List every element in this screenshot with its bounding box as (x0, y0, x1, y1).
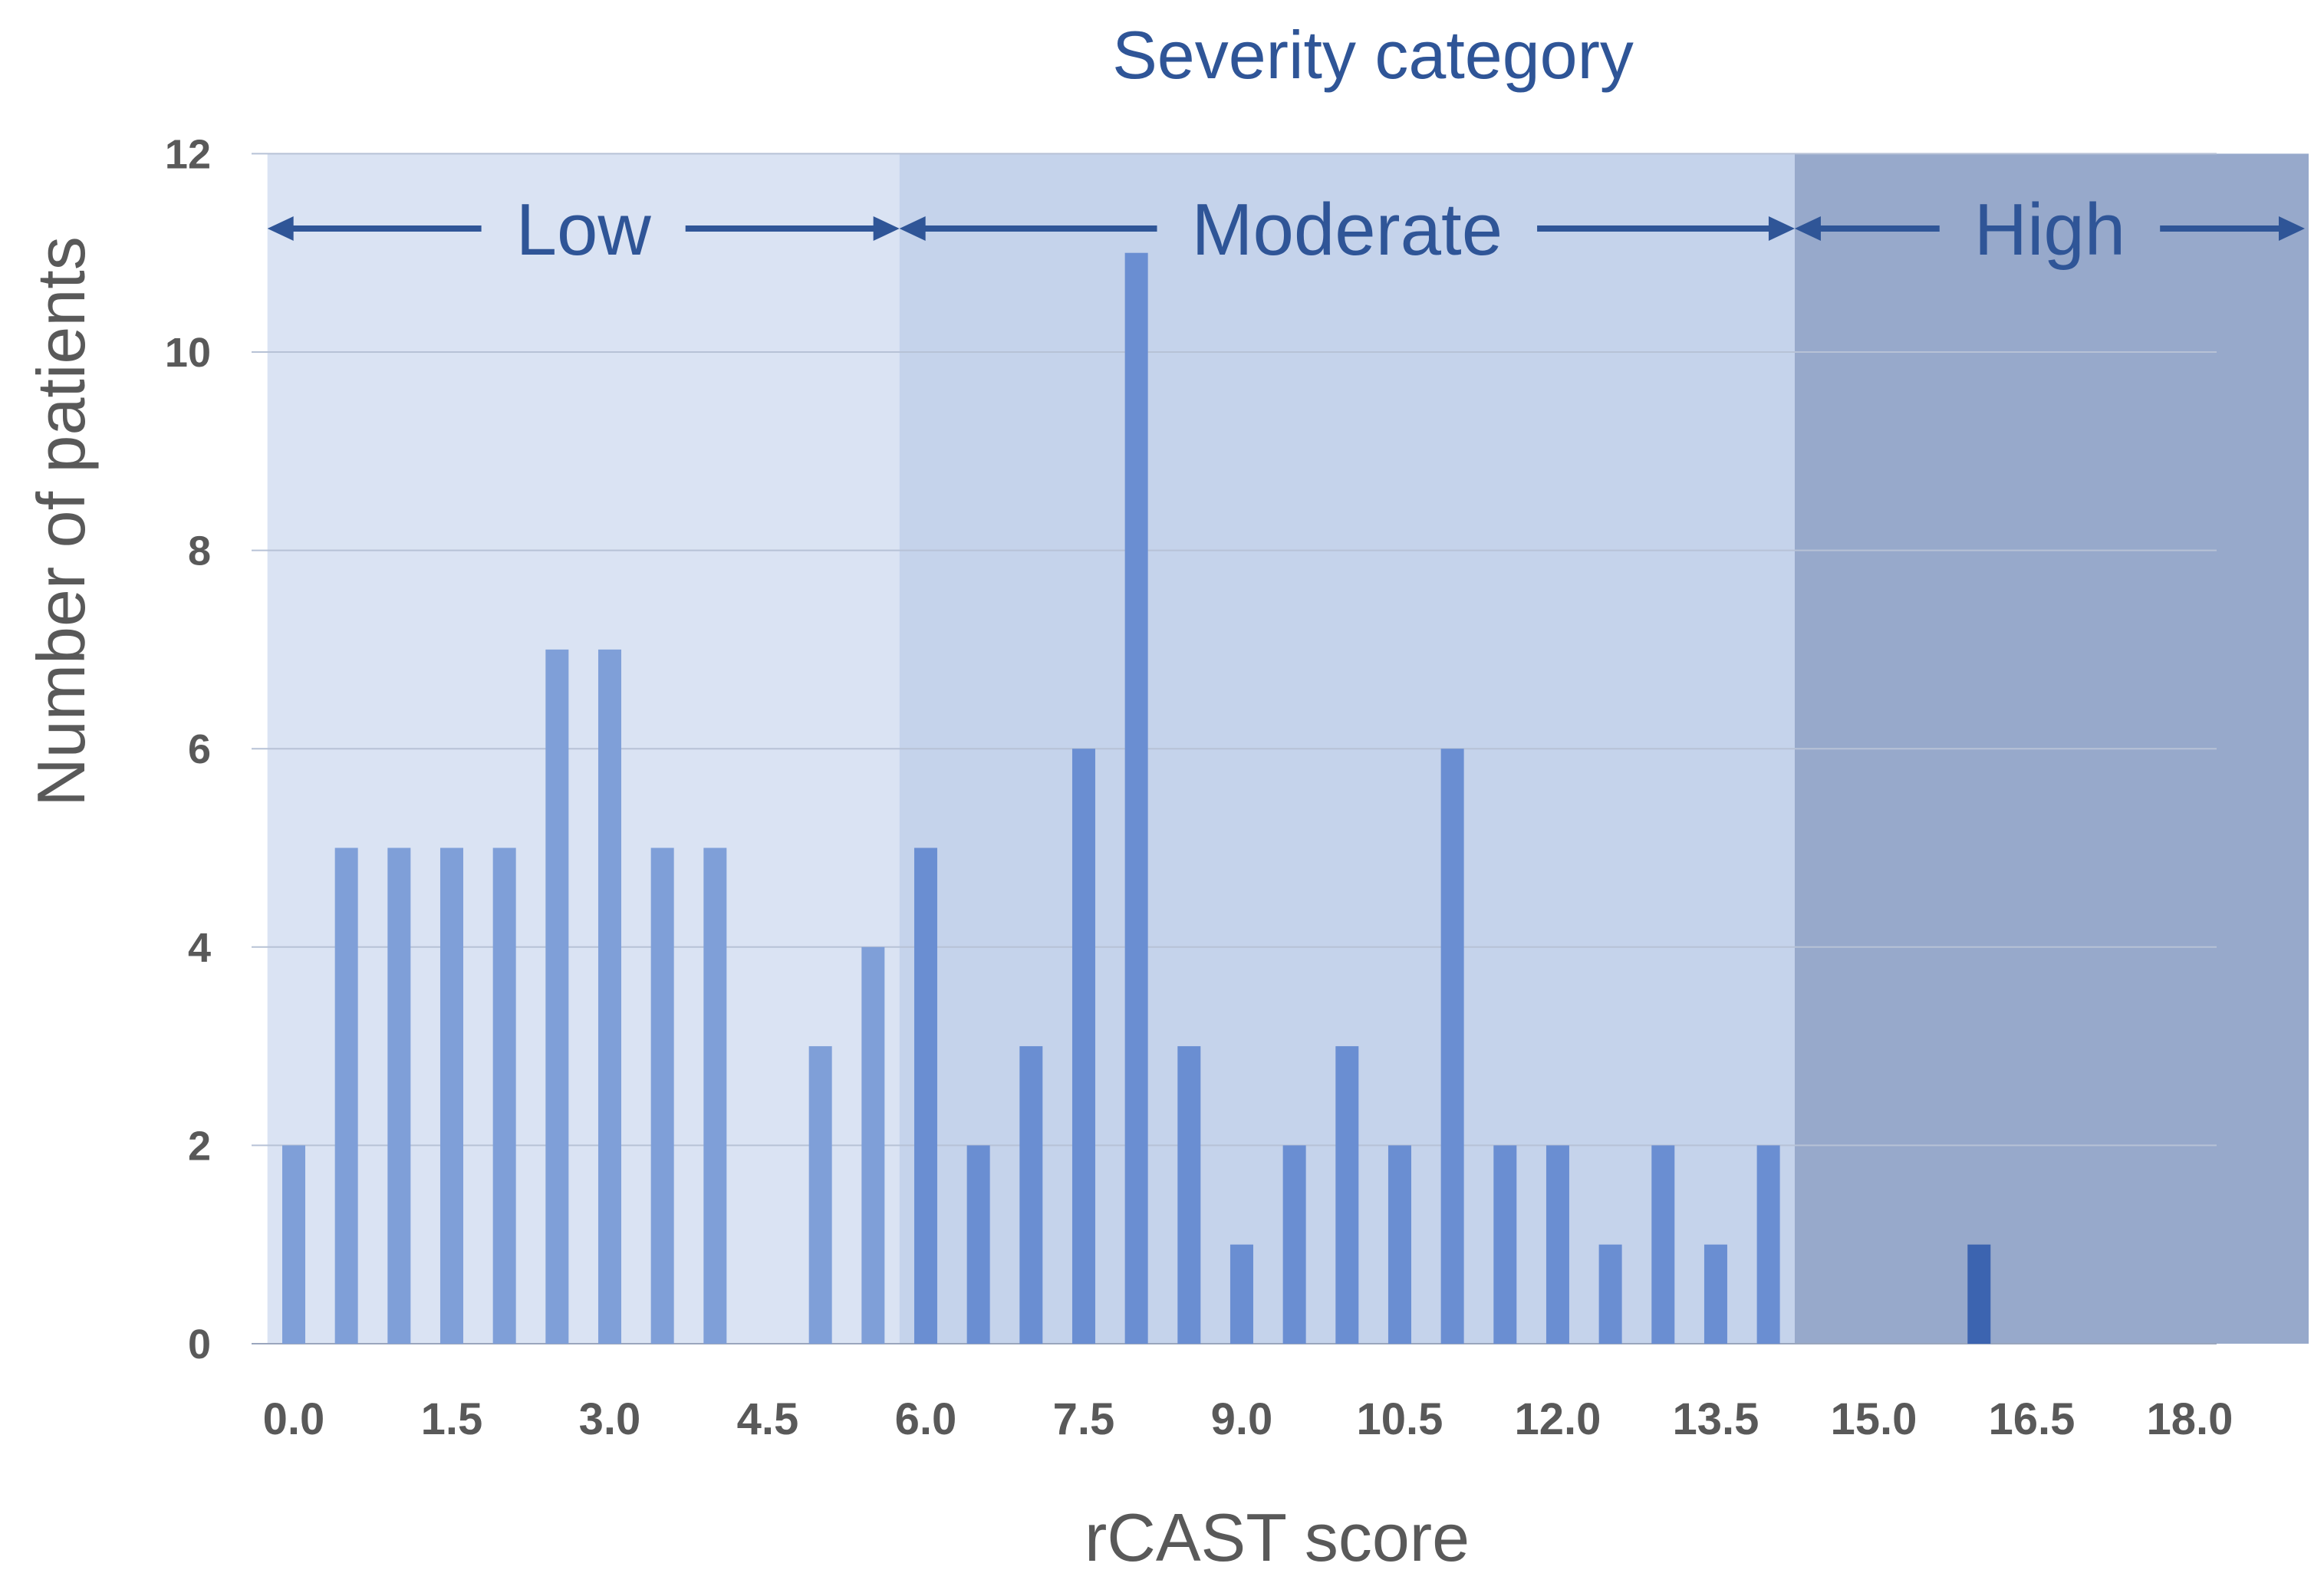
y-tick-label-6: 6 (188, 726, 211, 772)
bar-x-0.0 (282, 1145, 305, 1344)
bar-x-9.5 (1283, 1145, 1306, 1344)
region-label-moderate: Moderate (1192, 189, 1503, 271)
bar-x-13.0 (1651, 1145, 1674, 1344)
region-label-low: Low (516, 189, 652, 271)
x-tick-label-18.0: 18.0 (2146, 1394, 2233, 1444)
bar-x-7.0 (1019, 1046, 1042, 1344)
bar-x-10.0 (1335, 1046, 1358, 1344)
bar-x-12.0 (1546, 1145, 1569, 1344)
chart-title: Severity category (1112, 17, 1634, 93)
bar-x-5.5 (861, 947, 884, 1344)
x-tick-label-12.0: 12.0 (1515, 1394, 1601, 1444)
bar-x-13.5 (1704, 1245, 1727, 1344)
y-axis-title: Number of patients (23, 236, 99, 807)
bar-x-16.0 (1967, 1245, 1990, 1344)
y-tick-label-0: 0 (188, 1321, 211, 1367)
x-tick-label-6.0: 6.0 (895, 1394, 957, 1444)
bar-x-3.0 (598, 650, 621, 1344)
bar-x-12.5 (1599, 1245, 1622, 1344)
y-tick-label-4: 4 (188, 925, 211, 971)
bar-x-6.0 (914, 848, 937, 1344)
bar-x-11.5 (1493, 1145, 1516, 1344)
y-tick-label-8: 8 (188, 528, 211, 574)
bar-x-3.5 (651, 848, 674, 1344)
bar-x-0.5 (335, 848, 358, 1344)
x-tick-label-10.5: 10.5 (1357, 1394, 1443, 1444)
rcast-histogram-chart: Low Moderate High 0 2 4 6 8 10 12 0.0 1.5 3.0 4.5 6.0… (0, 0, 2324, 1583)
bar-x-14.0 (1757, 1145, 1780, 1344)
x-tick-label-0.0: 0.0 (263, 1394, 325, 1444)
bar-x-8.5 (1177, 1046, 1200, 1344)
bar-x-8.0 (1125, 253, 1148, 1344)
x-tick-label-9.0: 9.0 (1211, 1394, 1273, 1444)
x-tick-label-16.5: 16.5 (1988, 1394, 2075, 1444)
y-tick-label-2: 2 (188, 1123, 211, 1169)
x-tick-label-7.5: 7.5 (1053, 1394, 1115, 1444)
bar-x-1.0 (387, 848, 410, 1344)
bar-x-5.0 (809, 1046, 832, 1344)
bar-x-6.5 (967, 1145, 990, 1344)
y-tick-label-12: 12 (165, 131, 211, 177)
bar-x-9.0 (1230, 1245, 1253, 1344)
x-tick-label-15.0: 15.0 (1831, 1394, 1917, 1444)
bar-x-1.5 (440, 848, 463, 1344)
x-tick-label-1.5: 1.5 (421, 1394, 483, 1444)
bar-x-4.0 (703, 848, 726, 1344)
x-tick-label-4.5: 4.5 (737, 1394, 799, 1444)
region-label-high: High (1974, 189, 2125, 271)
bar-x-10.5 (1388, 1145, 1411, 1344)
bar-x-2.0 (493, 848, 516, 1344)
x-axis-title: rCAST score (1085, 1499, 1470, 1575)
bar-x-11.0 (1441, 749, 1464, 1344)
bar-x-7.5 (1072, 749, 1095, 1344)
x-tick-label-13.5: 13.5 (1673, 1394, 1759, 1444)
y-tick-label-10: 10 (165, 330, 211, 376)
bar-x-2.5 (545, 650, 568, 1344)
x-tick-label-3.0: 3.0 (579, 1394, 641, 1444)
